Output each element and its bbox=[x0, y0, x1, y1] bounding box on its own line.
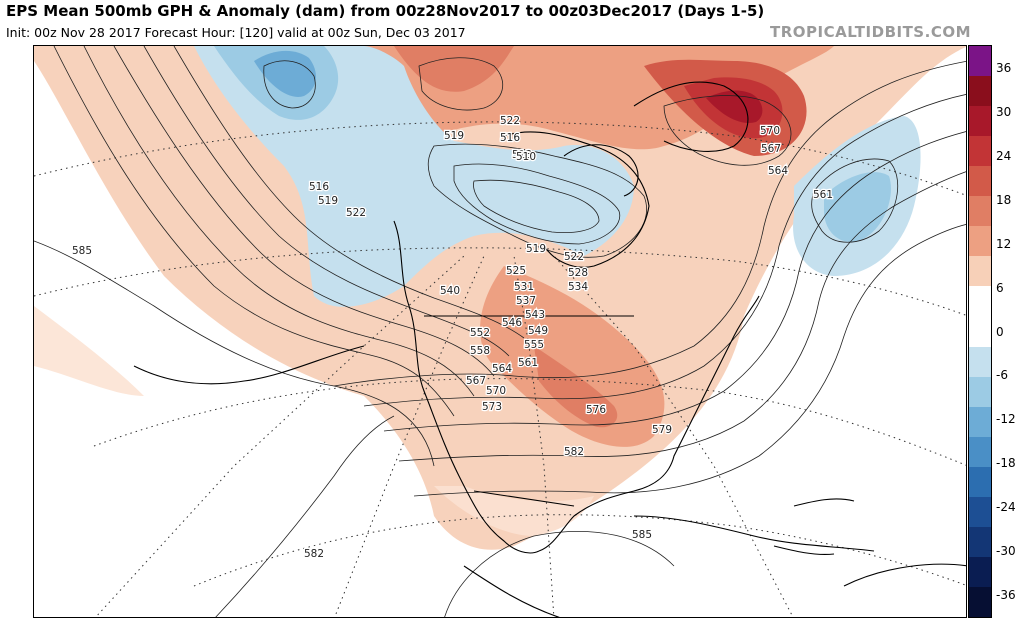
contour-label: 519 bbox=[318, 195, 338, 207]
colorbar-segment bbox=[969, 586, 991, 618]
colorbar-tick-label: -6 bbox=[996, 368, 1008, 383]
contour-label: 561 bbox=[518, 357, 538, 369]
contour-label: 534 bbox=[568, 281, 588, 293]
contour-label: 552 bbox=[470, 327, 490, 339]
contour-label: 522 bbox=[500, 115, 520, 127]
colorbar-tick-label: 12 bbox=[996, 236, 1012, 251]
contour-label: 573 bbox=[482, 401, 502, 413]
colorbar-tick-label: -12 bbox=[996, 412, 1016, 427]
colorbar-tick-label: 0 bbox=[996, 324, 1004, 339]
colorbar-segment bbox=[969, 496, 991, 528]
contour-label: 567 bbox=[466, 375, 486, 387]
colorbar-tick-label: 36 bbox=[996, 61, 1012, 75]
colorbar-segment bbox=[969, 556, 991, 588]
colorbar-tick-label: 24 bbox=[996, 148, 1012, 163]
height-contours bbox=[34, 46, 966, 617]
negative-anomaly-shading bbox=[194, 46, 921, 307]
contour-label: 537 bbox=[516, 295, 536, 307]
colorbar-segment bbox=[969, 46, 991, 77]
colorbar-segment bbox=[969, 196, 991, 227]
graticule bbox=[34, 121, 966, 617]
colorbar-segment bbox=[969, 166, 991, 197]
contour-labels: 585 519 522 516 519 522 516 513 510 519 … bbox=[71, 114, 835, 562]
colorbar-tick-label: -30 bbox=[996, 544, 1016, 559]
colorbar-segment bbox=[969, 106, 991, 137]
contour-label: 522 bbox=[564, 251, 584, 263]
colorbar-segment bbox=[969, 136, 991, 167]
contour-label: 516 bbox=[500, 132, 520, 144]
contour-label: 519 bbox=[444, 130, 464, 142]
contour-label: 582 bbox=[304, 548, 324, 560]
colorbar-segment bbox=[969, 466, 991, 498]
weather-map[interactable]: 585 519 522 516 519 522 516 513 510 519 … bbox=[33, 45, 967, 618]
colorbar-segment bbox=[969, 406, 991, 438]
colorbar-segment bbox=[969, 436, 991, 468]
contour-label: 510 bbox=[516, 151, 536, 163]
contour-label: 570 bbox=[760, 125, 780, 137]
colorbar-segment bbox=[969, 256, 991, 287]
map-canvas: 585 519 522 516 519 522 516 513 510 519 … bbox=[34, 46, 966, 617]
anomaly-colorbar bbox=[968, 45, 992, 618]
contour-label: 564 bbox=[492, 363, 512, 375]
chart-title: EPS Mean 500mb GPH & Anomaly (dam) from … bbox=[6, 2, 765, 20]
contour-label: 543 bbox=[525, 309, 545, 321]
contour-label: 516 bbox=[309, 181, 329, 193]
colorbar-segment bbox=[969, 376, 991, 408]
contour-label: 528 bbox=[568, 267, 588, 279]
contour-label: 522 bbox=[346, 207, 366, 219]
colorbar-tick-label: 30 bbox=[996, 104, 1012, 119]
contour-label: 555 bbox=[524, 339, 544, 351]
contour-label: 519 bbox=[526, 243, 546, 255]
colorbar-segment bbox=[969, 76, 991, 107]
contour-label: 579 bbox=[652, 424, 672, 436]
contour-label: 549 bbox=[528, 325, 548, 337]
brand-watermark[interactable]: TROPICALTIDBITS.COM bbox=[770, 23, 971, 41]
colorbar-segment bbox=[969, 226, 991, 257]
contour-label: 582 bbox=[564, 446, 584, 458]
chart-subtitle: Init: 00z Nov 28 2017 Forecast Hour: [12… bbox=[6, 25, 466, 40]
contour-label: 561 bbox=[813, 189, 833, 201]
colorbar-segment bbox=[969, 286, 991, 317]
contour-label: 558 bbox=[470, 345, 490, 357]
positive-anomaly-shading bbox=[34, 46, 966, 550]
coastlines-borders bbox=[133, 81, 966, 617]
colorbar-tick-label: 6 bbox=[996, 280, 1004, 295]
contour-label: 531 bbox=[514, 281, 534, 293]
contour-label: 567 bbox=[761, 143, 781, 155]
contour-label: 546 bbox=[502, 317, 522, 329]
contour-label: 540 bbox=[440, 285, 460, 297]
contour-label: 525 bbox=[506, 265, 526, 277]
contour-label: 570 bbox=[486, 385, 506, 397]
colorbar-tick-label: -36 bbox=[996, 588, 1016, 602]
contour-label: 513 bbox=[512, 149, 532, 161]
colorbar-segment bbox=[969, 346, 991, 378]
contour-label: 564 bbox=[768, 165, 788, 177]
colorbar-segment bbox=[969, 316, 991, 348]
colorbar-segment bbox=[969, 526, 991, 558]
contour-label: 585 bbox=[72, 245, 92, 257]
contour-label: 576 bbox=[586, 404, 606, 416]
colorbar-tick-label: -18 bbox=[996, 456, 1016, 471]
contour-label: 585 bbox=[632, 529, 652, 541]
colorbar-tick-label: -24 bbox=[996, 500, 1016, 515]
colorbar-tick-label: 18 bbox=[996, 192, 1012, 207]
